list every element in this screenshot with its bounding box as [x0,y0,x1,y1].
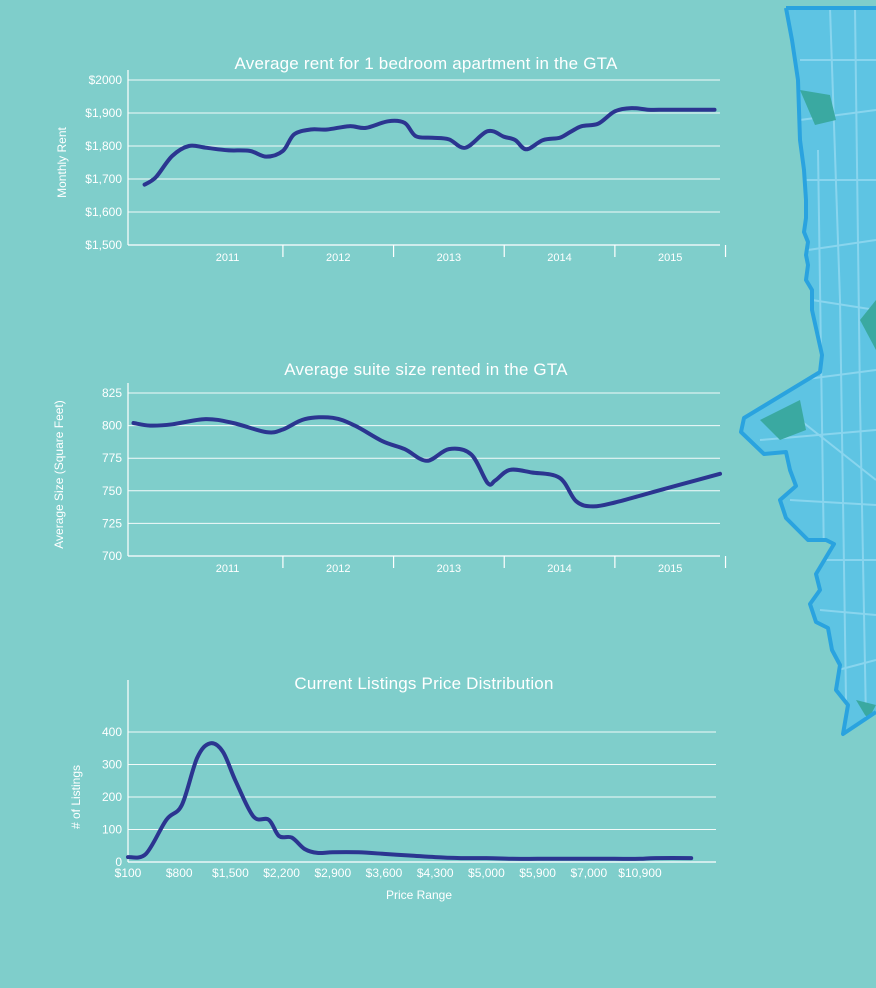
x-tick-label: 2015 [658,252,682,264]
series-line-1 [142,106,717,187]
chart-title: Average suite size rented in the GTA [284,360,568,379]
x-tick-label: $7,000 [570,866,607,880]
y-tick-label: $1,500 [85,238,122,252]
y-axis-label: Average Size (Square Feet) [52,400,66,549]
y-tick-label: 825 [102,386,122,400]
y-tick-label: $1,800 [85,139,122,153]
x-tick-label: 2015 [658,563,682,575]
x-tick-label: $3,600 [366,866,403,880]
y-tick-label: $2000 [89,73,123,87]
series-line-1 [131,415,722,509]
chart-title: Current Listings Price Distribution [294,674,553,693]
y-tick-label: 200 [102,790,122,804]
map-landmass [741,8,876,734]
map-parks [760,90,876,720]
x-tick-label: $2,200 [263,866,300,880]
y-axis-label: # of Listings [69,765,83,829]
y-tick-label: 0 [115,855,122,869]
series-line-1 [126,741,694,861]
chart-title: Average rent for 1 bedroom apartment in … [235,54,618,73]
y-tick-label: 775 [102,451,122,465]
y-tick-label: 800 [102,419,122,433]
x-tick-label: 2012 [326,252,350,264]
y-tick-label: $1,900 [85,106,122,120]
x-tick-label: 2013 [437,252,461,264]
map-border [739,6,876,736]
x-tick-label: 2014 [547,563,571,575]
chart-3: Current Listings Price Distribution # of … [69,674,716,902]
y-tick-label: 100 [102,823,122,837]
x-tick-label: $2,900 [314,866,351,880]
x-tick-label: $800 [166,866,193,880]
y-tick-label: $1,700 [85,172,122,186]
x-tick-label: 2012 [326,563,350,575]
chart-1: Average rent for 1 bedroom apartment in … [55,54,727,264]
x-tick-label: $100 [115,866,142,880]
x-tick-label: 2011 [216,563,240,575]
x-tick-label: $5,000 [468,866,505,880]
y-tick-label: 725 [102,516,122,530]
chart-2: Average suite size rented in the GTA Aver… [52,360,727,575]
charts: Average rent for 1 bedroom apartment in … [52,54,727,902]
y-tick-label: 400 [102,725,122,739]
x-tick-label: $5,900 [519,866,556,880]
x-tick-label: 2011 [216,252,240,264]
map-streets [759,8,876,721]
toronto-map-icon [739,6,876,736]
x-tick-label: $4,300 [417,866,454,880]
y-tick-label: $1,600 [85,205,122,219]
x-tick-label: 2014 [547,252,571,264]
y-tick-label: 700 [102,549,122,563]
x-axis-label: Price Range [386,888,452,902]
x-tick-label: 2013 [437,563,461,575]
y-tick-label: 750 [102,484,122,498]
x-tick-label: $10,900 [618,866,662,880]
x-tick-label: $1,500 [212,866,249,880]
y-tick-label: 300 [102,758,122,772]
y-axis-label: Monthly Rent [55,126,69,197]
